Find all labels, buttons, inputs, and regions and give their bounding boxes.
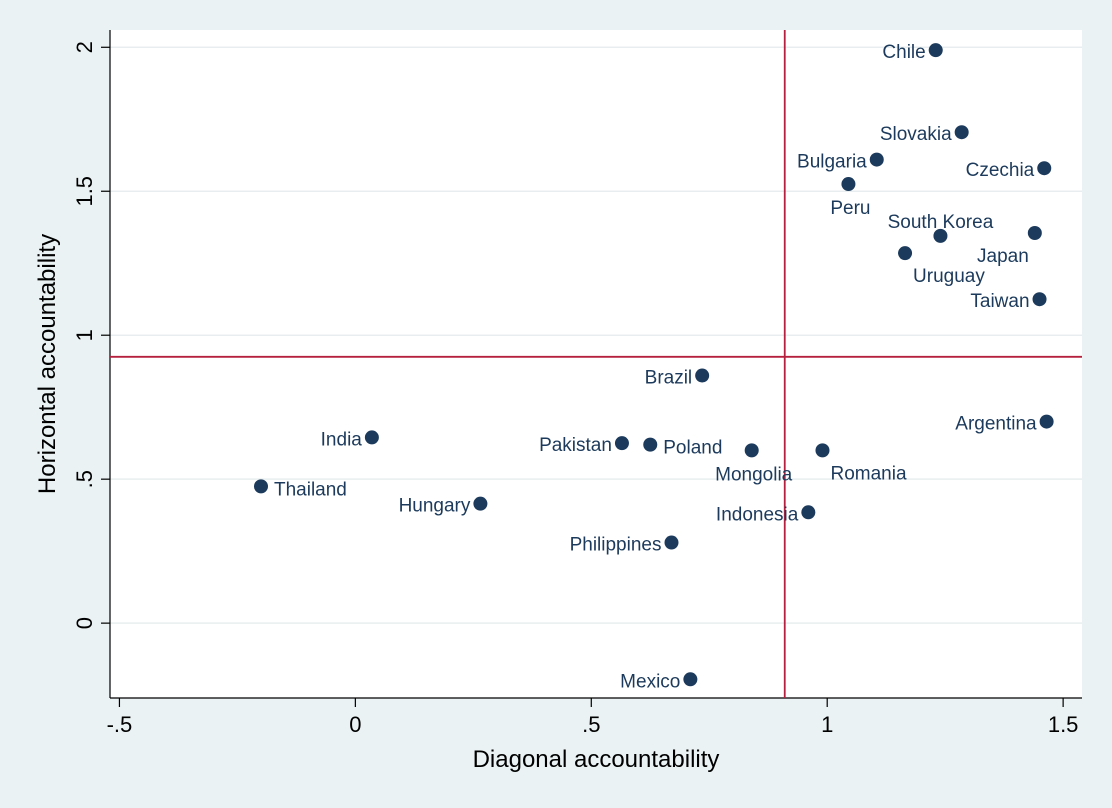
point-poland <box>643 437 658 452</box>
x-tick-label: -.5 <box>107 712 133 737</box>
x-axis-title: Diagonal accountability <box>473 746 720 773</box>
point-mongolia <box>744 443 759 458</box>
y-tick-label: 0 <box>72 617 97 629</box>
point-label-chile: Chile <box>882 42 925 63</box>
point-label-thailand: Thailand <box>274 479 347 500</box>
point-label-mexico: Mexico <box>620 671 680 692</box>
point-bulgaria <box>869 152 884 167</box>
point-label-czechia: Czechia <box>966 160 1035 181</box>
x-tick-label: 1.5 <box>1048 712 1079 737</box>
point-label-indonesia: Indonesia <box>716 504 799 525</box>
point-label-argentina: Argentina <box>955 414 1037 435</box>
point-label-brazil: Brazil <box>645 368 693 389</box>
point-label-pakistan: Pakistan <box>539 435 612 456</box>
point-taiwan <box>1032 292 1047 307</box>
point-argentina <box>1039 414 1054 429</box>
axes: 0 .5 1 1.5 2 -.5 0 .5 1 1.5 <box>72 30 1082 737</box>
reference-lines <box>110 30 1082 698</box>
point-label-slovakia: Slovakia <box>880 124 952 145</box>
y-axis-title: Horizontal accountability <box>34 234 61 494</box>
point-chile <box>928 43 943 58</box>
point-mexico <box>683 672 698 687</box>
y-tick-label: 2 <box>72 41 97 53</box>
y-tick-label: .5 <box>72 470 97 488</box>
point-label-peru: Peru <box>830 198 870 219</box>
point-uruguay <box>898 246 913 261</box>
point-label-japan: Japan <box>977 246 1029 267</box>
point-label-mongolia: Mongolia <box>715 464 793 485</box>
point-label-bulgaria: Bulgaria <box>797 152 867 173</box>
point-romania <box>815 443 830 458</box>
x-tick-label: 0 <box>349 712 361 737</box>
point-label-india: India <box>321 429 363 450</box>
y-tick-label: 1.5 <box>72 176 97 207</box>
point-label-poland: Poland <box>663 438 722 459</box>
point-hungary <box>473 496 488 511</box>
x-tick-label: .5 <box>582 712 600 737</box>
grid-lines <box>110 46 1082 624</box>
point-slovakia <box>954 125 969 140</box>
plot-area <box>110 30 1082 698</box>
point-thailand <box>253 479 268 494</box>
point-pakistan <box>614 436 629 451</box>
y-tick-label: 1 <box>72 329 97 341</box>
point-philippines <box>664 535 679 550</box>
point-label-uruguay: Uruguay <box>913 266 985 287</box>
point-label-philippines: Philippines <box>570 535 662 556</box>
point-india <box>364 430 379 445</box>
point-indonesia <box>801 505 816 520</box>
point-label-hungary: Hungary <box>399 496 471 517</box>
x-tick-label: 1 <box>821 712 833 737</box>
point-south-korea <box>933 228 948 243</box>
point-japan <box>1027 225 1042 240</box>
point-label-romania: Romania <box>830 463 906 484</box>
point-peru <box>841 177 856 192</box>
point-czechia <box>1037 161 1052 176</box>
point-brazil <box>695 368 710 383</box>
point-label-south-korea: South Korea <box>888 212 994 233</box>
data-points: Chile Slovakia Bulgaria Czechia Peru South Ko… <box>253 42 1054 692</box>
point-label-taiwan: Taiwan <box>970 291 1029 312</box>
